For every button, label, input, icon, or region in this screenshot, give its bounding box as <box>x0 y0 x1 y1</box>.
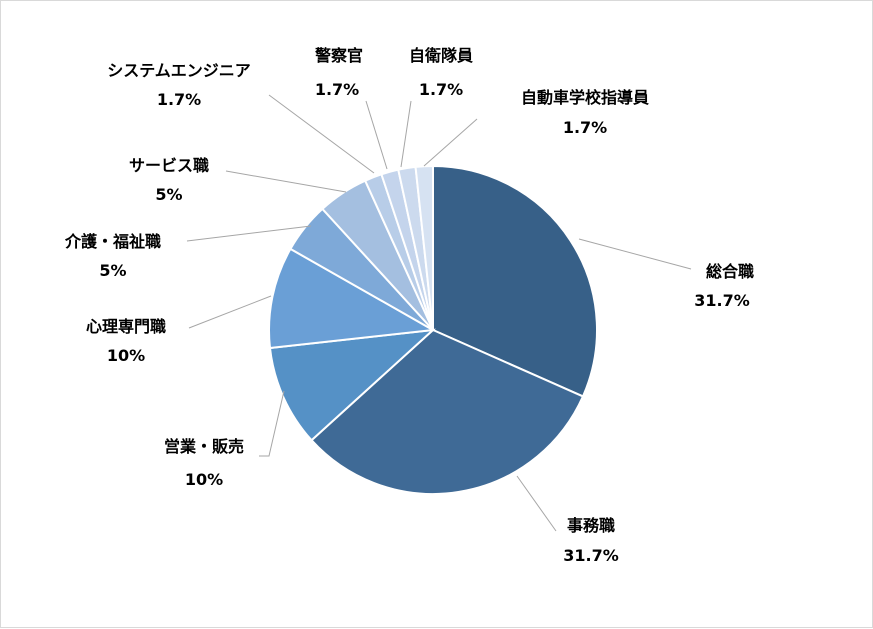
leader-line-7 <box>268 94 375 174</box>
slice-category-label: 心理専門職 <box>86 317 166 336</box>
leader-line-5 <box>186 225 312 242</box>
slice-category-label: 総合職 <box>706 262 754 281</box>
slice-percent-label: 1.7% <box>157 90 201 109</box>
leader-line-3 <box>259 390 285 457</box>
pie-slice-4 <box>268 247 437 350</box>
slice-percent-label: 1.7% <box>315 80 359 99</box>
slice-percent-label: 5% <box>99 261 126 280</box>
pie-slice-1 <box>432 164 598 398</box>
slice-percent-label: 10% <box>185 470 223 489</box>
slice-percent-label: 5% <box>155 185 182 204</box>
slice-percent-label: 31.7% <box>694 291 750 310</box>
slice-category-label: 営業・販売 <box>164 437 244 456</box>
pie-slice-3 <box>268 328 436 442</box>
leader-line-4 <box>188 295 272 329</box>
slice-percent-label: 1.7% <box>419 80 463 99</box>
leader-lines <box>186 94 692 532</box>
pie-slice-2 <box>310 328 585 496</box>
leader-line-10 <box>423 118 478 167</box>
slice-category-label: 介護・福祉職 <box>64 232 161 251</box>
leader-line-8 <box>365 100 388 170</box>
slice-category-label: 自動車学校指導員 <box>521 88 649 107</box>
leader-line-9 <box>400 100 412 168</box>
pie-slices <box>268 164 598 496</box>
leader-line-6 <box>225 170 347 193</box>
slice-category-label: システムエンジニア <box>107 61 251 80</box>
slice-percent-label: 10% <box>107 346 145 365</box>
slice-percent-label: 1.7% <box>563 118 607 137</box>
slice-category-label: 事務職 <box>567 516 615 535</box>
leader-line-2 <box>516 475 557 532</box>
slice-category-label: 自衛隊員 <box>409 46 473 65</box>
slice-percent-label: 31.7% <box>563 546 619 565</box>
slice-labels: 総合職 31.7% 事務職 31.7% 営業・販売 10% 心理専門職 10% 介護・福祉職 5%… <box>64 46 754 565</box>
slice-category-label: 警察官 <box>314 46 363 65</box>
slice-category-label: サービス職 <box>129 156 209 175</box>
leader-line-1 <box>578 238 692 270</box>
